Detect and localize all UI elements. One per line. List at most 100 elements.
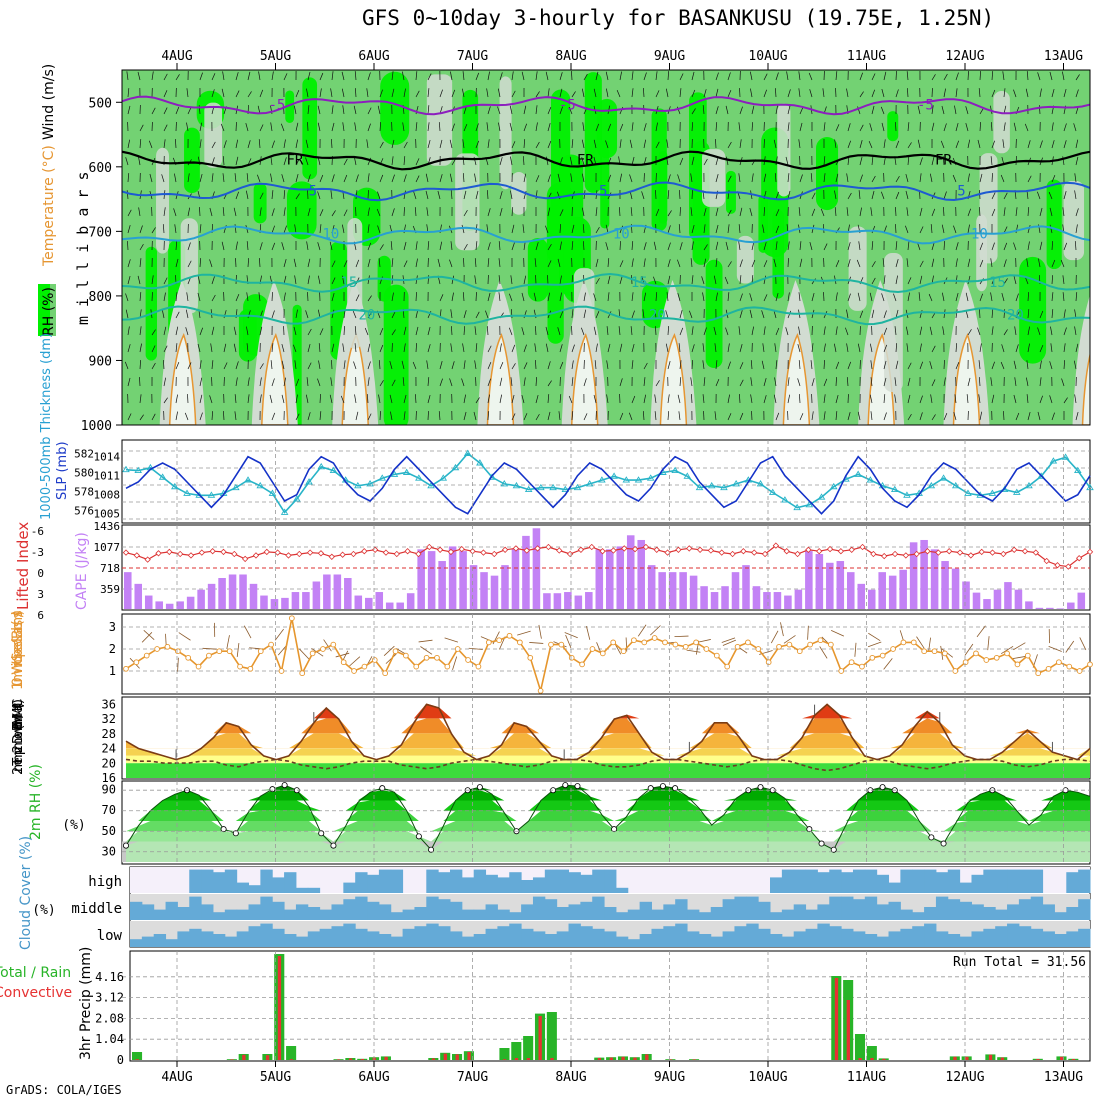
wind10m-barb	[783, 635, 796, 644]
rh-dry-patch	[204, 102, 223, 168]
wind10m-barb	[538, 624, 542, 639]
cloud-cover-bar	[817, 923, 830, 947]
upper-wind-barb	[330, 88, 333, 98]
precip-convective-bar	[668, 1059, 673, 1060]
upper-wind-barb	[354, 326, 357, 336]
upper-wind-barb	[438, 411, 441, 421]
cape-bar	[867, 589, 876, 609]
cape-bar	[784, 595, 792, 609]
upper-wind-barb	[330, 190, 333, 200]
cape-bar	[585, 592, 593, 609]
upper-wind-barb	[475, 397, 480, 404]
lifted-index-point	[447, 548, 455, 556]
upper-wind-barb	[235, 241, 238, 251]
upper-wind-barb	[533, 292, 537, 302]
upper-wind-barb	[893, 293, 897, 302]
upper-wind-barb	[127, 88, 130, 98]
upper-wind-barb	[211, 73, 216, 81]
upper-wind-barb	[331, 260, 336, 268]
thickness-point	[671, 466, 679, 474]
upper-wind-barb	[870, 207, 873, 217]
upper-wind-barb	[955, 309, 958, 319]
upper-wind-barb	[679, 73, 684, 81]
upper-wind-barb	[979, 173, 983, 183]
upper-wind-barb	[295, 193, 300, 200]
rh2m-point	[647, 785, 654, 792]
upper-wind-barb	[835, 377, 837, 387]
upper-wind-barb	[547, 88, 550, 98]
precip-axis: 01.042.083.124.16	[95, 970, 124, 1067]
cloud-cover-bar	[604, 931, 617, 947]
thickness-point	[732, 480, 740, 487]
cloud-cover-bar	[248, 926, 261, 947]
upper-wind-barb	[305, 394, 309, 404]
precip-axis-title: 3hr Precip (mm)	[78, 947, 94, 1060]
precip-convective-bar	[1000, 1057, 1005, 1060]
upper-wind-barb	[919, 226, 924, 234]
cloud-cover-bar	[544, 869, 558, 893]
upper-wind-barb	[857, 106, 861, 115]
upper-wind-barb	[1075, 343, 1079, 353]
upper-wind-barb	[581, 139, 585, 149]
upper-wind-barb	[427, 88, 430, 98]
cloud-cover-bar	[912, 912, 925, 920]
cloud-cover-bar	[876, 936, 890, 947]
upper-wind-barb	[139, 394, 142, 404]
wind10m-barb	[721, 637, 736, 643]
top-date-label: 10AUG	[748, 49, 787, 64]
cloud-cover-bar	[177, 931, 190, 947]
upper-wind-barb	[1075, 74, 1080, 81]
wind10m-speed-point	[548, 641, 554, 648]
upper-wind-barb	[281, 242, 285, 251]
upper-wind-barb	[775, 292, 779, 302]
precip-legend-total: Total / Rain	[0, 965, 71, 981]
lifted-index-point	[642, 543, 650, 551]
upper-wind-barb	[197, 275, 201, 285]
wind10m-speed-point	[330, 641, 337, 648]
upper-wind-barb	[317, 242, 321, 251]
cloud-cover-bar	[758, 928, 771, 947]
cloud-cover-bar	[900, 928, 913, 947]
upper-wind-barb	[451, 89, 456, 98]
cape-tick-label: 1436	[94, 520, 121, 533]
cape-tick-label: 1077	[94, 541, 121, 554]
precip-tick-label: 0	[117, 1053, 124, 1067]
wind10m-barb	[1079, 637, 1087, 651]
upper-wind-barb	[367, 173, 370, 183]
cape-bar	[742, 565, 750, 609]
lifted-index-point	[610, 547, 617, 554]
upper-wind-barb	[1003, 192, 1008, 200]
isotherm-line	[122, 95, 1090, 116]
upper-wind-barb	[487, 190, 489, 200]
upper-wind-barb	[955, 343, 958, 353]
cloud-cover-bar	[414, 926, 427, 947]
wind10m-barb	[964, 643, 974, 656]
upper-wind-barb	[293, 326, 297, 336]
wind10m-barb	[299, 648, 310, 660]
upper-wind-barb	[559, 224, 561, 234]
upper-wind-barb	[401, 360, 405, 370]
wind10m-barb	[637, 624, 647, 637]
rh2m-point	[818, 840, 825, 847]
rh-dry-patch	[180, 218, 198, 314]
upper-wind-barb	[571, 139, 574, 149]
upper-wind-barb	[955, 122, 959, 132]
upper-wind-barb	[666, 292, 669, 302]
cape-bar	[302, 592, 310, 609]
upper-wind-barb	[220, 123, 225, 132]
upper-wind-barb	[857, 343, 861, 353]
upper-wind-barb	[967, 208, 972, 217]
precip-legend-convective: Convective	[0, 985, 72, 1001]
upper-wind-barb	[270, 122, 273, 132]
upper-wind-barb	[199, 258, 202, 268]
upper-wind-barb	[246, 292, 249, 302]
upper-wind-barb	[823, 411, 826, 421]
rh-dry-patch	[455, 153, 480, 251]
upper-wind-barb	[930, 394, 933, 404]
cloud-cover-bar	[829, 896, 842, 920]
lifted-index-tick-label: 0	[37, 567, 44, 580]
precip-convective-bar	[550, 1058, 554, 1060]
cloud-cover-bar	[1042, 904, 1055, 920]
upper-wind-barb	[763, 73, 768, 81]
upper-wind-barb	[690, 207, 693, 217]
